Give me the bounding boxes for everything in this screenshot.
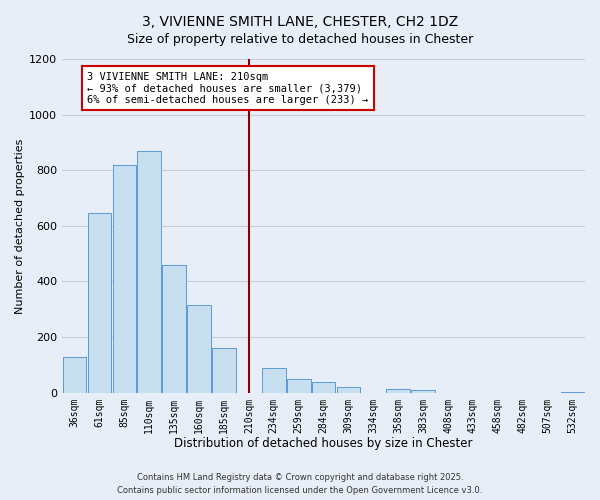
Bar <box>412 390 435 392</box>
Y-axis label: Number of detached properties: Number of detached properties <box>15 138 25 314</box>
Bar <box>187 305 211 392</box>
Text: Contains HM Land Registry data © Crown copyright and database right 2025.
Contai: Contains HM Land Registry data © Crown c… <box>118 474 482 495</box>
Bar <box>212 348 236 393</box>
Bar <box>287 379 311 392</box>
Bar <box>137 151 161 392</box>
Bar <box>63 356 86 392</box>
Bar <box>386 388 410 392</box>
Text: 3, VIVIENNE SMITH LANE, CHESTER, CH2 1DZ: 3, VIVIENNE SMITH LANE, CHESTER, CH2 1DZ <box>142 15 458 29</box>
Bar <box>312 382 335 392</box>
Text: Size of property relative to detached houses in Chester: Size of property relative to detached ho… <box>127 32 473 46</box>
Bar <box>262 368 286 392</box>
Bar <box>337 387 361 392</box>
Bar <box>163 265 186 392</box>
Bar <box>88 214 112 392</box>
Bar <box>113 164 136 392</box>
Text: 3 VIVIENNE SMITH LANE: 210sqm
← 93% of detached houses are smaller (3,379)
6% of: 3 VIVIENNE SMITH LANE: 210sqm ← 93% of d… <box>87 72 368 104</box>
X-axis label: Distribution of detached houses by size in Chester: Distribution of detached houses by size … <box>175 437 473 450</box>
